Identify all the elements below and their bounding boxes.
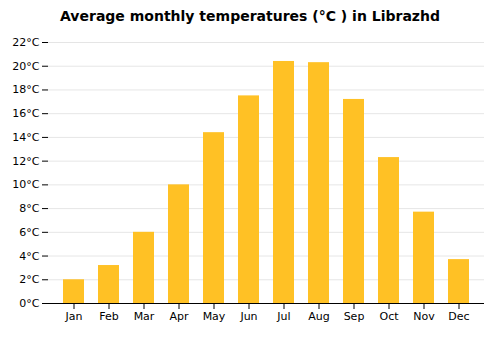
svg-text:Nov: Nov — [413, 310, 435, 323]
svg-text:10°C: 10°C — [12, 178, 39, 191]
svg-text:Feb: Feb — [99, 310, 118, 323]
svg-text:Mar: Mar — [134, 310, 155, 323]
svg-text:Jul: Jul — [276, 310, 290, 323]
svg-text:12°C: 12°C — [12, 155, 39, 168]
svg-text:2°C: 2°C — [19, 273, 39, 286]
svg-text:Jan: Jan — [65, 310, 83, 323]
html-text:Average monthly temperatures (: Average monthly temperatures (°C ) in Li… — [60, 8, 440, 24]
svg-text:May: May — [203, 310, 226, 323]
svg-text:Jun: Jun — [239, 310, 257, 323]
svg-text:18°C: 18°C — [12, 83, 39, 96]
svg-text:0°C: 0°C — [19, 297, 39, 310]
svg-text:22°C: 22°C — [12, 36, 39, 49]
svg-text:Apr: Apr — [169, 310, 189, 323]
svg-text:16°C: 16°C — [12, 107, 39, 120]
svg-text:Oct: Oct — [379, 310, 399, 323]
svg-text:Aug: Aug — [308, 310, 329, 323]
svg-text:Sep: Sep — [344, 310, 365, 323]
svg-text:Dec: Dec — [448, 310, 469, 323]
svg-text:4°C: 4°C — [19, 250, 39, 263]
svg-text:14°C: 14°C — [12, 131, 39, 144]
svg-text:6°C: 6°C — [19, 226, 39, 239]
svg-text:20°C: 20°C — [12, 60, 39, 73]
svg-text:8°C: 8°C — [19, 202, 39, 215]
